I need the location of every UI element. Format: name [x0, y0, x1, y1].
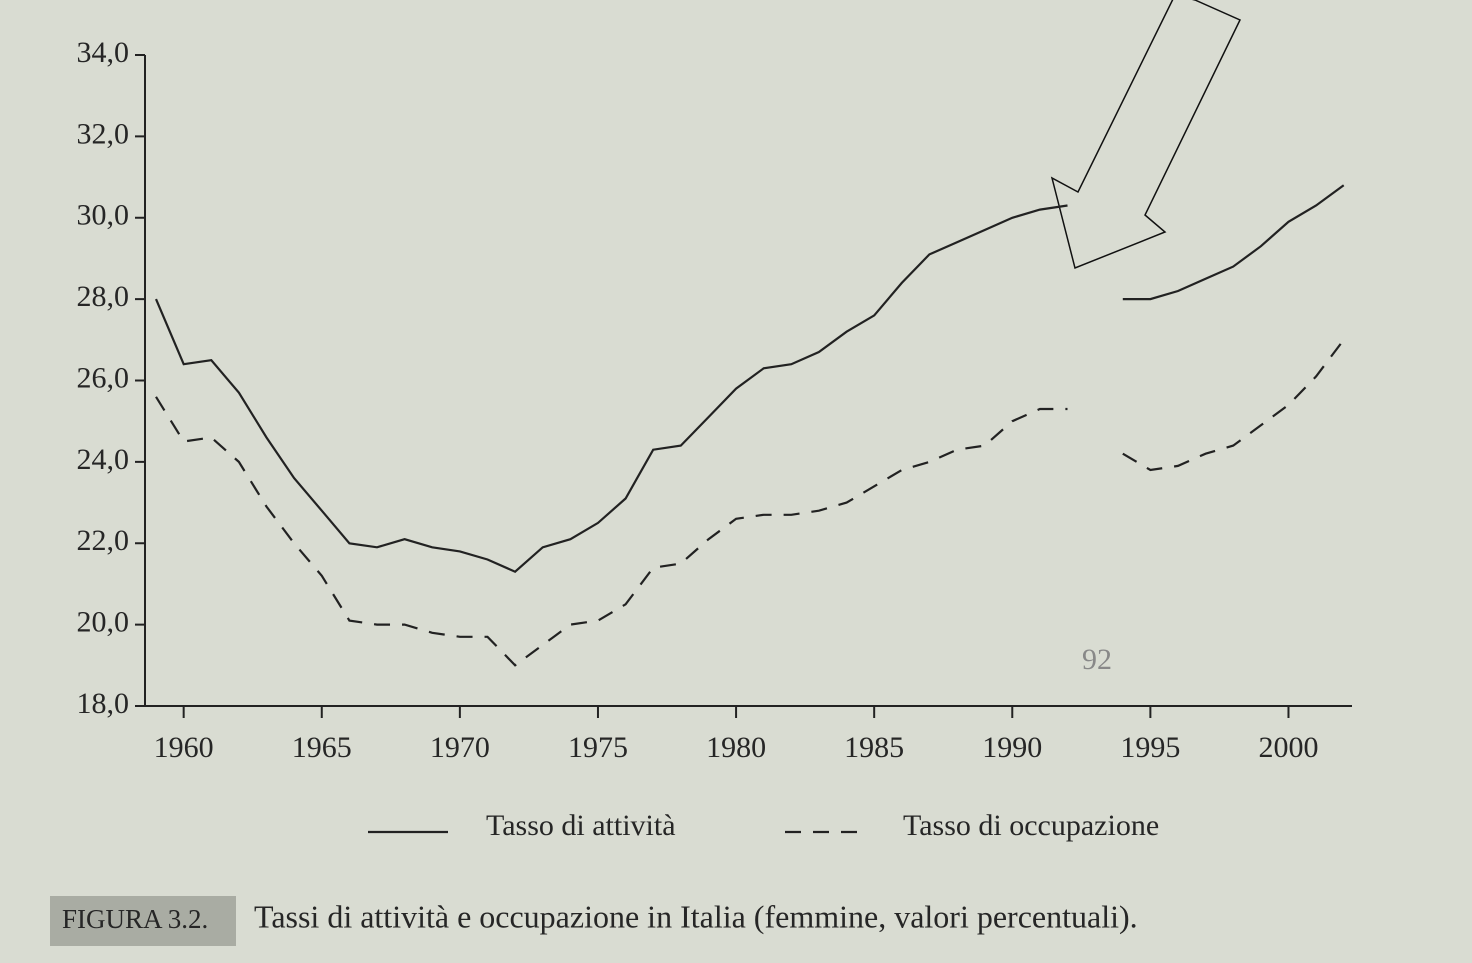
- y-tick-label: 20,0: [77, 606, 130, 639]
- y-tick-label: 28,0: [77, 280, 130, 313]
- x-tick-label: 1980: [706, 731, 766, 764]
- x-tick-label: 1985: [844, 731, 904, 764]
- y-tick-label: 22,0: [77, 524, 130, 557]
- x-tick-label: 1990: [982, 731, 1042, 764]
- y-tick-label: 34,0: [77, 36, 130, 69]
- y-tick-label: 26,0: [77, 361, 130, 394]
- x-tick-label: 2000: [1258, 731, 1318, 764]
- series-line: [154, 184, 1345, 573]
- x-tick-label: 1965: [292, 731, 352, 764]
- caption-label: FIGURA 3.2.: [62, 904, 208, 934]
- caption-box: [50, 896, 236, 946]
- caption-title: Tassi di attività e occupazione in Itali…: [254, 898, 1138, 934]
- x-tick-label: 1995: [1120, 731, 1180, 764]
- series-line: [155, 339, 1345, 667]
- arrow: [1050, 0, 1242, 270]
- x-tick-label: 1960: [154, 731, 214, 764]
- legend-label: Tasso di attività: [486, 809, 676, 842]
- y-tick-label: 30,0: [77, 199, 130, 232]
- x-tick-label: 1970: [430, 731, 490, 764]
- x-tick-label: 1975: [568, 731, 628, 764]
- y-tick-label: 24,0: [77, 443, 130, 476]
- y-tick-label: 32,0: [77, 117, 130, 150]
- y-tick-label: 18,0: [77, 687, 130, 720]
- annotation: 92: [1082, 643, 1112, 676]
- legend-label: Tasso di occupazione: [903, 809, 1159, 842]
